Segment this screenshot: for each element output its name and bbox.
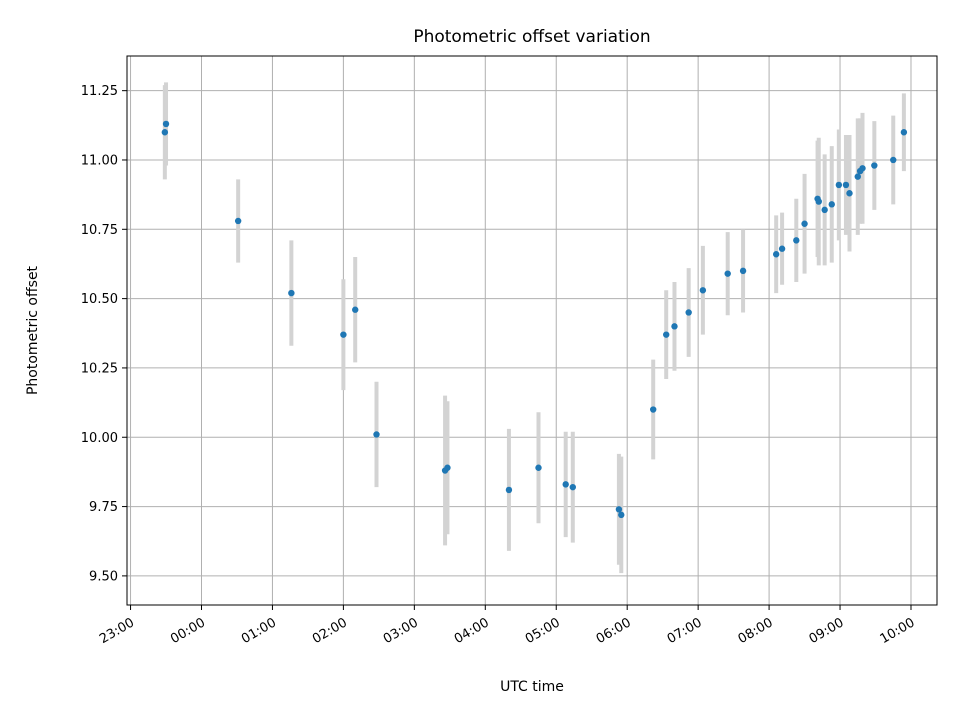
data-point [650,406,657,413]
data-point [505,486,513,494]
data-point [900,129,908,136]
data-point [828,201,835,208]
data-point [373,431,380,438]
y-axis-label: Photometric offset [25,265,41,395]
chart-title: Photometric offset variation [413,27,650,47]
x-tick-label: 09:00 [807,615,847,647]
data-point [569,483,576,491]
x-tick-label: 07:00 [665,615,705,647]
data-point [352,306,359,313]
data-point [663,331,670,338]
x-tick-label: 02:00 [310,615,350,647]
y-tick-label: 11.00 [81,154,118,169]
data-point [815,198,822,205]
data-point [739,267,747,275]
data-point [778,245,786,252]
data-point [842,181,850,189]
data-point [724,270,731,277]
data-point [772,251,780,258]
error-bars [162,82,906,574]
x-tick-label: 08:00 [736,615,776,647]
data-point [618,511,625,519]
y-tick-label: 10.00 [81,431,118,446]
data-point [288,289,295,297]
data-point [535,464,542,471]
y-axis-ticks: 9.50 9.75 10.00 10.25 10.50 10.75 11.00 11.25 [81,84,127,584]
x-tick-label: 05:00 [523,615,563,647]
data-point [699,287,707,294]
y-tick-label: 9.75 [89,500,118,515]
data-point [685,309,692,316]
data-point [671,323,678,330]
data-point [340,331,347,338]
x-tick-label: 01:00 [239,615,279,647]
data-point [846,190,853,197]
grid-lines [127,56,937,605]
data-point [234,217,242,225]
data-point [835,181,843,189]
y-tick-label: 11.25 [81,84,118,99]
x-tick-label: 03:00 [381,615,421,647]
data-point [854,173,861,180]
data-point [821,206,828,214]
data-point [859,165,866,172]
data-point [801,220,808,227]
data-point [615,506,623,513]
plot-frame [126,55,938,606]
x-tick-label: 06:00 [594,615,634,647]
y-tick-label: 9.50 [89,569,118,584]
y-tick-label: 10.25 [81,361,118,376]
data-point [871,162,878,169]
data-point [890,156,897,164]
data-point [793,237,800,244]
data-point [444,464,451,471]
data-points [161,120,908,519]
x-axis-ticks: 23:00 00:00 01:00 02:00 03:00 04:00 05:00 06:00… [97,605,918,647]
x-tick-label: 00:00 [168,615,208,647]
data-point [562,481,569,488]
data-point [161,129,169,136]
x-axis-label: UTC time [500,679,564,695]
x-tick-label: 10:00 [878,615,918,647]
x-tick-label: 04:00 [452,615,492,647]
y-tick-label: 10.50 [81,292,118,307]
x-tick-label: 23:00 [97,615,137,647]
y-tick-label: 10.75 [81,223,118,238]
data-point [162,120,170,128]
